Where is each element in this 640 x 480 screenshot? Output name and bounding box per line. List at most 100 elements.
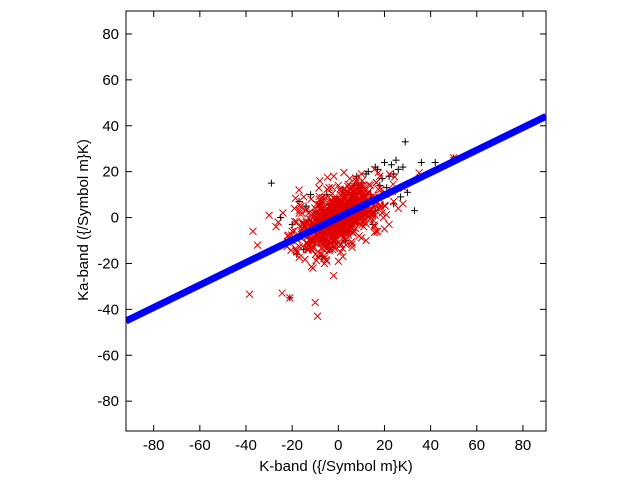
x-point (362, 236, 370, 245)
x-stroke-b (311, 298, 320, 307)
x-point-cloud (325, 233, 334, 242)
x-point (249, 227, 257, 236)
x-point-cloud (292, 246, 301, 255)
x-point-cloud (361, 219, 370, 228)
x-point-cloud (321, 193, 330, 202)
x-stroke-b (369, 208, 377, 217)
x-stroke-b (315, 192, 324, 201)
x-stroke-b (365, 180, 373, 189)
x-axis-label: K-band ({/Symbol m}K) (259, 458, 412, 475)
x-point (313, 312, 322, 321)
y-tick-label: 60 (102, 72, 119, 89)
x-stroke-b (307, 262, 316, 271)
x-stroke-b (315, 184, 323, 192)
y-tick-label: -60 (97, 347, 119, 364)
x-point-cloud (317, 210, 326, 219)
x-stroke-b (316, 205, 324, 214)
x-stroke-b (372, 227, 380, 236)
x-point-cloud (307, 262, 316, 271)
x-stroke-b (345, 174, 354, 183)
plus-point (401, 138, 409, 146)
x-stroke-b (380, 225, 389, 233)
x-point-cloud (372, 227, 380, 236)
x-point (279, 209, 287, 217)
x-point-cloud (342, 240, 351, 249)
x-stroke-b (364, 187, 373, 196)
x-stroke-b (389, 197, 398, 206)
x-stroke-b (321, 232, 329, 241)
plus-point (364, 168, 372, 176)
x-stroke-b (310, 203, 319, 212)
x-point-cloud (316, 205, 324, 214)
x-stroke-b (358, 221, 366, 229)
x-tick-label: 0 (334, 437, 342, 454)
x-point-cloud (340, 200, 349, 208)
x-tick-label: 40 (422, 437, 439, 454)
x-point-cloud (345, 190, 354, 199)
y-tick-label: -80 (97, 393, 119, 410)
x-stroke-b (327, 229, 336, 238)
x-stroke-b (336, 185, 344, 193)
plus-point (387, 161, 395, 169)
x-stroke-b (379, 213, 388, 222)
x-stroke-b (295, 253, 304, 262)
x-point (378, 209, 387, 217)
x-point-cloud (356, 215, 365, 224)
y-tick-label: -20 (97, 255, 119, 272)
x-stroke-b (328, 183, 336, 192)
x-stroke-b (348, 197, 356, 206)
x-stroke-b (352, 212, 360, 220)
x-stroke-b (389, 180, 397, 189)
x-point-cloud (305, 208, 313, 217)
x-stroke-b (272, 222, 280, 231)
x-point-cloud (334, 257, 343, 266)
x-stroke-b (311, 239, 319, 248)
x-stroke-b (340, 168, 348, 177)
x-stroke-b (329, 271, 338, 280)
x-point-cloud (291, 194, 300, 203)
x-stroke-b (346, 186, 355, 194)
x-stroke-b (363, 212, 372, 221)
x-point-cloud (379, 213, 388, 222)
x-stroke-b (347, 218, 355, 227)
x-point (295, 186, 303, 194)
x-stroke-b (320, 235, 329, 244)
x-stroke-b (372, 178, 381, 187)
x-stroke-b (279, 209, 287, 217)
x-point-cloud (385, 170, 394, 178)
x-stroke-b (336, 248, 345, 256)
x-stroke-b (292, 218, 301, 226)
x-tick-label: -80 (143, 437, 165, 454)
x-stroke-b (321, 193, 330, 202)
x-point-cloud (309, 244, 317, 252)
x-stroke-b (345, 190, 354, 199)
x-stroke-b (370, 221, 379, 229)
x-tick-label: 20 (376, 437, 393, 454)
x-stroke-b (298, 242, 307, 251)
y-axis-label: Ka-band ({/Symbol m}K) (75, 139, 92, 301)
x-stroke-b (371, 211, 379, 220)
x-stroke-b (301, 222, 310, 231)
x-point-cloud (311, 236, 320, 245)
x-stroke-b (360, 183, 368, 192)
x-stroke-b (308, 235, 316, 244)
x-stroke-b (302, 205, 311, 214)
x-point-cloud (298, 242, 307, 251)
x-stroke-b (309, 244, 317, 252)
x-stroke-b (336, 187, 345, 196)
x-point-cloud (374, 168, 383, 177)
x-point-cloud (340, 235, 349, 244)
x-stroke-b (340, 235, 349, 244)
x-point-cloud (302, 205, 311, 214)
x-point-cloud (390, 172, 399, 181)
x-point-cloud (336, 196, 344, 205)
x-tick-label: -60 (189, 437, 211, 454)
x-stroke-b (323, 173, 332, 182)
x-stroke-b (377, 185, 385, 194)
x-point-cloud (278, 289, 286, 297)
x-stroke-b (348, 194, 356, 203)
x-point (285, 294, 294, 302)
x-point-cloud (352, 177, 361, 186)
x-stroke-b (320, 246, 329, 255)
x-stroke-b (295, 201, 304, 210)
